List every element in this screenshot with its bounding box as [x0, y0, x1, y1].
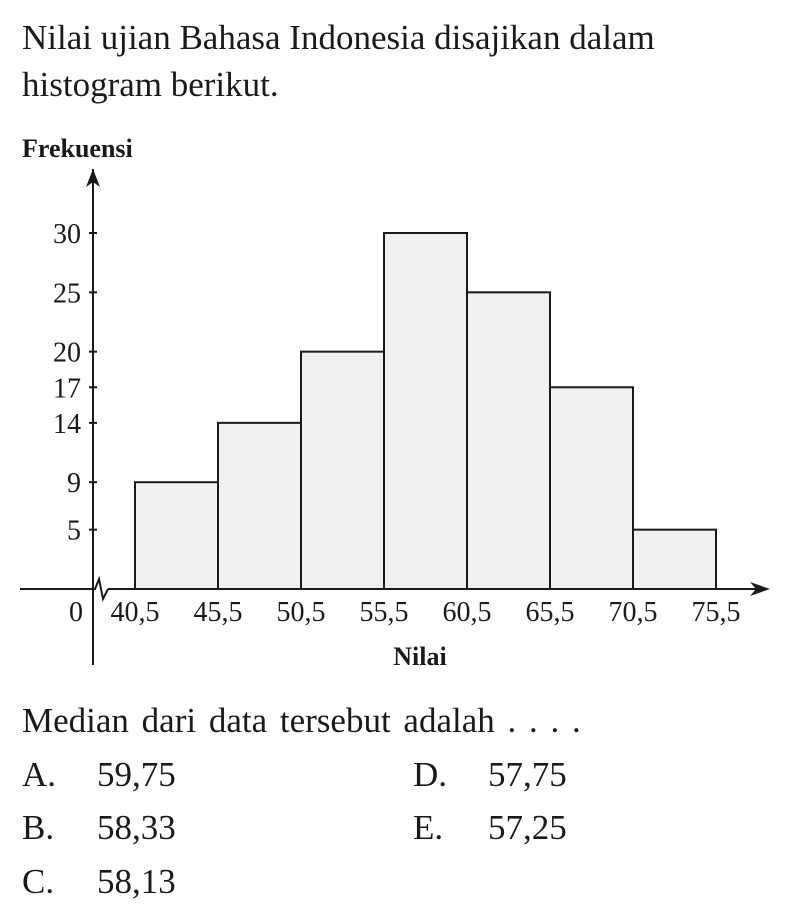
y-tick-label: 14: [53, 409, 81, 440]
y-tick-label: 25: [53, 278, 81, 309]
y-tick-label: 17: [53, 373, 81, 404]
axis-break-symbol: [94, 575, 109, 603]
x-tick-label: 40,5: [111, 597, 160, 628]
option-letter: A.: [22, 755, 57, 794]
option-e[interactable]: E. 57,25: [413, 808, 567, 848]
option-value: 59,75: [97, 755, 176, 794]
x-tick-label: 75,5: [692, 597, 741, 628]
x-tick-label: 55,5: [360, 597, 409, 628]
histogram-chart: 5 9 14 17 20 25 30 40,5 45,5 50,5 55,5 60,5 65,5 70,5…: [20, 134, 770, 671]
histogram-bar: [466, 291, 551, 590]
x-tick-label: 65,5: [526, 597, 575, 628]
y-axis-label: Frekuensi: [22, 134, 133, 163]
x-axis-arrow: [750, 582, 770, 596]
y-tick-label: 5: [67, 516, 81, 547]
option-value: 57,25: [488, 808, 567, 847]
y-tick-label: 20: [53, 338, 81, 369]
option-a[interactable]: A. 59,75: [22, 755, 176, 795]
x-tick-label: 50,5: [277, 597, 326, 628]
x-tick-label: 70,5: [609, 597, 658, 628]
question-text: Nilai ujian Bahasa Indonesia disajikan d…: [22, 18, 655, 104]
histogram-bar: [549, 386, 634, 590]
x-tick-label: 60,5: [443, 597, 492, 628]
bars-group: [134, 232, 717, 591]
ticks-group: 5 9 14 17 20 25 30 40,5 45,5 50,5 55,5 60,5 65,5 70,5…: [53, 219, 741, 628]
option-value: 58,33: [97, 808, 176, 847]
option-letter: D.: [413, 755, 448, 794]
option-c[interactable]: C. 58,13: [22, 862, 176, 902]
option-value: 58,13: [97, 862, 176, 901]
y-tick-label: 9: [67, 468, 81, 499]
axes-group: [20, 169, 770, 665]
option-letter: C.: [22, 862, 55, 901]
histogram-bar: [134, 481, 219, 591]
y-axis-arrow: [86, 169, 100, 187]
origin-label: 0: [69, 597, 83, 628]
option-letter: B.: [22, 808, 55, 847]
y-tick-label: 30: [53, 219, 81, 250]
option-value: 57,75: [488, 755, 567, 794]
x-axis-label: Nilai: [393, 642, 446, 671]
sub-question-text: Median dari data tersebut adalah . . . .: [22, 701, 581, 740]
x-tick-label: 45,5: [194, 597, 243, 628]
option-b[interactable]: B. 58,33: [22, 808, 176, 848]
histogram-bar: [217, 421, 302, 590]
option-d[interactable]: D. 57,75: [413, 755, 567, 795]
histogram-bar: [300, 350, 385, 590]
histogram-bar: [632, 528, 717, 590]
option-letter: E.: [413, 808, 444, 847]
histogram-bar: [383, 232, 468, 590]
